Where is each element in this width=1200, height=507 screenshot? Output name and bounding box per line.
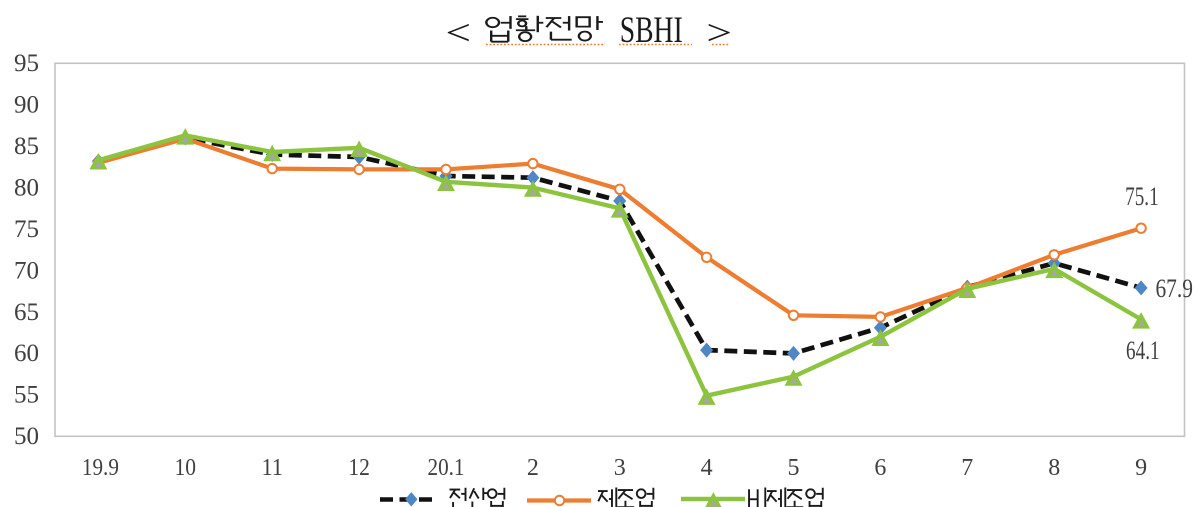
- svg-text:3: 3: [614, 455, 626, 481]
- svg-text:>: >: [706, 13, 732, 53]
- svg-text:75.1: 75.1: [1125, 182, 1159, 211]
- svg-text:64.1: 64.1: [1126, 336, 1160, 365]
- svg-text:2: 2: [527, 455, 539, 481]
- svg-text:75: 75: [14, 216, 39, 243]
- svg-text:70: 70: [14, 257, 39, 284]
- svg-text:55: 55: [14, 382, 39, 409]
- svg-text:19.9: 19.9: [82, 455, 119, 481]
- svg-text:65: 65: [14, 299, 39, 326]
- svg-text:4: 4: [701, 455, 713, 481]
- svg-text:60: 60: [14, 340, 39, 367]
- svg-text:80: 80: [14, 174, 39, 201]
- svg-text:67.9: 67.9: [1155, 274, 1193, 303]
- svg-text:50: 50: [14, 423, 39, 450]
- svg-text:6: 6: [874, 455, 886, 481]
- svg-text:5: 5: [788, 455, 800, 481]
- svg-text:85: 85: [14, 133, 39, 160]
- svg-text:95: 95: [14, 50, 39, 77]
- svg-text:<: <: [446, 13, 472, 53]
- svg-text:10: 10: [175, 455, 197, 481]
- svg-text:90: 90: [14, 92, 39, 119]
- svg-text:11: 11: [261, 455, 283, 481]
- svg-text:9: 9: [1135, 455, 1147, 481]
- svg-text:20.1: 20.1: [428, 455, 465, 481]
- svg-text:12: 12: [348, 455, 370, 481]
- svg-text:8: 8: [1048, 455, 1060, 481]
- svg-text:7: 7: [961, 455, 973, 481]
